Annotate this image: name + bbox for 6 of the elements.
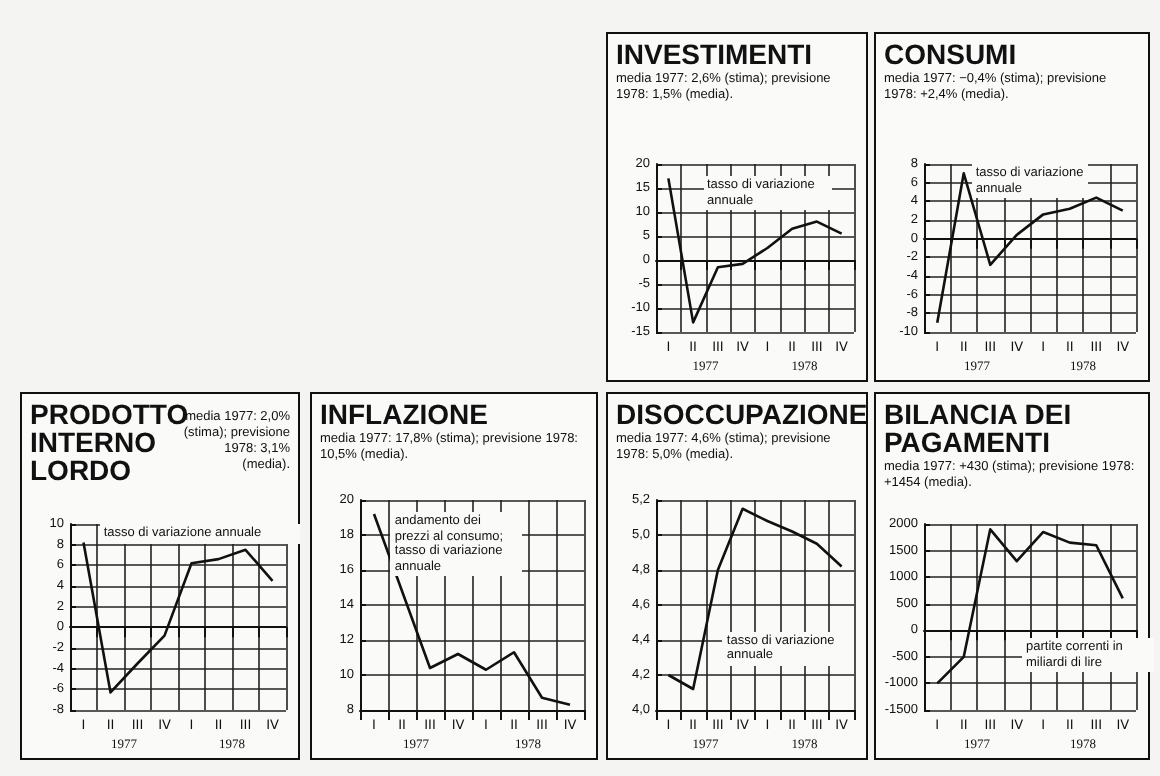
chart-title: DISOCCUPAZIONE xyxy=(616,398,868,430)
chart-title: BILANCIA DEI PAGAMENTI xyxy=(884,398,1074,458)
line-series xyxy=(372,512,572,707)
chart-title: INFLAZIONE xyxy=(320,398,490,430)
chart-title: INVESTIMENTI xyxy=(616,38,815,70)
chart-title: CONSUMI xyxy=(884,38,1019,70)
